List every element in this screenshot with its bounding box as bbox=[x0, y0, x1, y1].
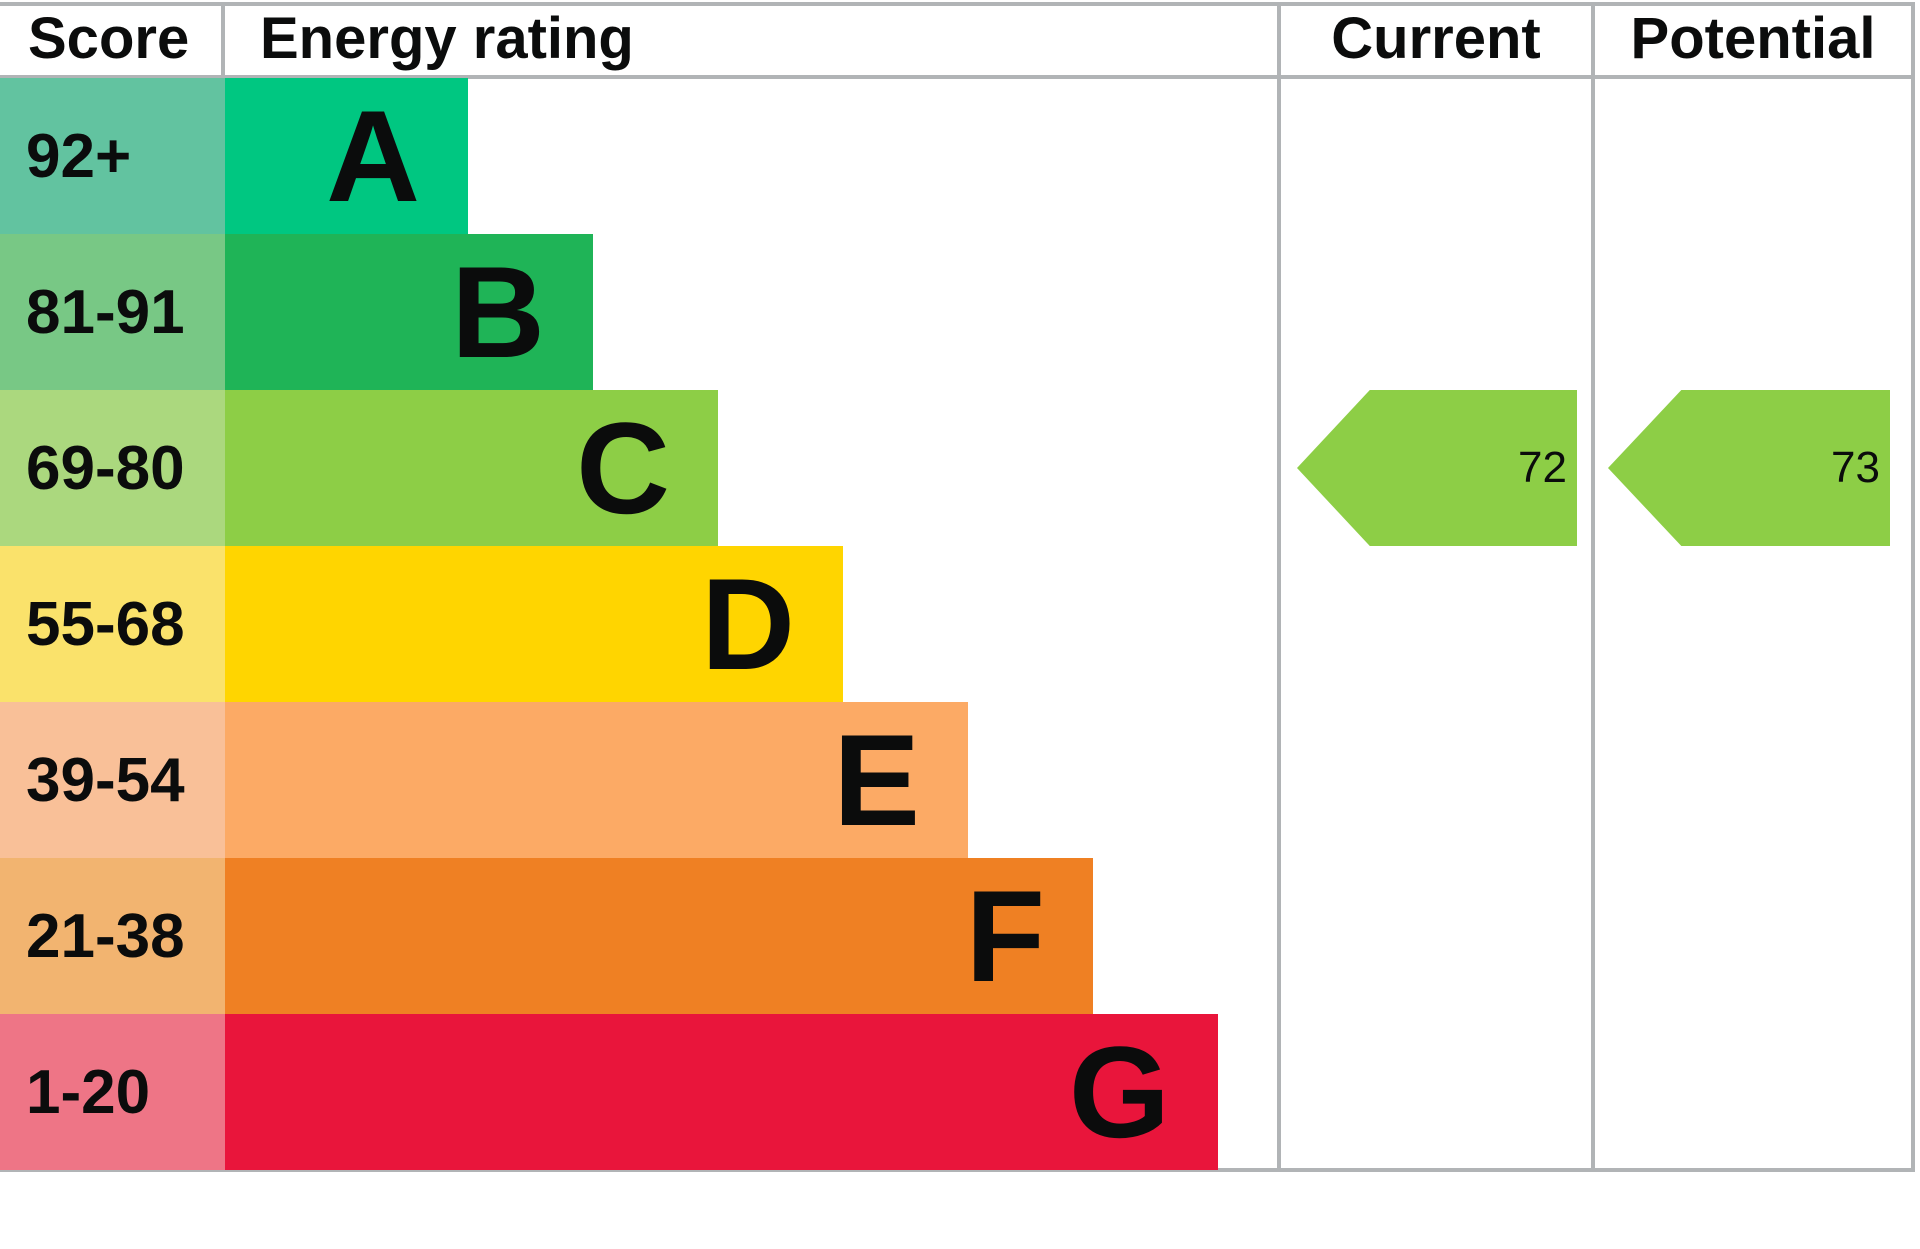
table-top-border bbox=[0, 2, 1915, 6]
score-range-label: 1-20 bbox=[26, 1057, 151, 1127]
band-letter: D bbox=[701, 551, 795, 697]
score-range-cell: 92+ bbox=[0, 78, 225, 234]
band-row: 21-38 F bbox=[0, 858, 1920, 1014]
band-row: 69-80 C bbox=[0, 390, 1920, 546]
band-bar: E bbox=[225, 702, 968, 858]
score-range-cell: 55-68 bbox=[0, 546, 225, 702]
current-header: Current bbox=[1331, 6, 1541, 71]
band-letter: C bbox=[576, 395, 670, 541]
band-row: 1-20 G bbox=[0, 1014, 1920, 1170]
band-bar: G bbox=[225, 1014, 1218, 1170]
potential-header: Potential bbox=[1630, 6, 1876, 71]
score-range-cell: 39-54 bbox=[0, 702, 225, 858]
score-column-divider bbox=[221, 2, 225, 79]
score-range-label: 21-38 bbox=[26, 901, 185, 971]
header-bottom-border bbox=[0, 75, 1915, 79]
score-range-label: 81-91 bbox=[26, 277, 185, 347]
score-header: Score bbox=[28, 6, 190, 71]
band-letter: E bbox=[833, 707, 920, 853]
band-letter: F bbox=[965, 863, 1045, 1009]
score-range-cell: 81-91 bbox=[0, 234, 225, 390]
score-range-cell: 69-80 bbox=[0, 390, 225, 546]
band-bar: A bbox=[225, 78, 468, 234]
band-row: 81-91 B bbox=[0, 234, 1920, 390]
score-range-label: 39-54 bbox=[26, 745, 185, 815]
table-bottom-border bbox=[0, 1168, 1915, 1172]
band-letter: G bbox=[1068, 1019, 1170, 1165]
score-range-label: 69-80 bbox=[26, 433, 185, 503]
current-column-divider bbox=[1277, 2, 1281, 1172]
band-bar: F bbox=[225, 858, 1093, 1014]
energy-rating-header: Energy rating bbox=[260, 6, 634, 71]
score-range-label: 55-68 bbox=[26, 589, 185, 659]
potential-column-divider bbox=[1591, 2, 1595, 1172]
band-bar: D bbox=[225, 546, 843, 702]
score-range-cell: 21-38 bbox=[0, 858, 225, 1014]
current-rating-value: 72 bbox=[1518, 443, 1567, 492]
band-row: 92+ A bbox=[0, 78, 1920, 234]
table-right-border bbox=[1911, 2, 1915, 1172]
band-row: 39-54 E bbox=[0, 702, 1920, 858]
score-range-cell: 1-20 bbox=[0, 1014, 225, 1170]
potential-rating-value: 73 bbox=[1831, 443, 1880, 492]
band-letter: B bbox=[451, 239, 545, 385]
band-row: 55-68 D bbox=[0, 546, 1920, 702]
band-bar: C bbox=[225, 390, 718, 546]
score-range-label: 92+ bbox=[26, 121, 132, 191]
band-bar: B bbox=[225, 234, 593, 390]
band-letter: A bbox=[326, 83, 420, 229]
